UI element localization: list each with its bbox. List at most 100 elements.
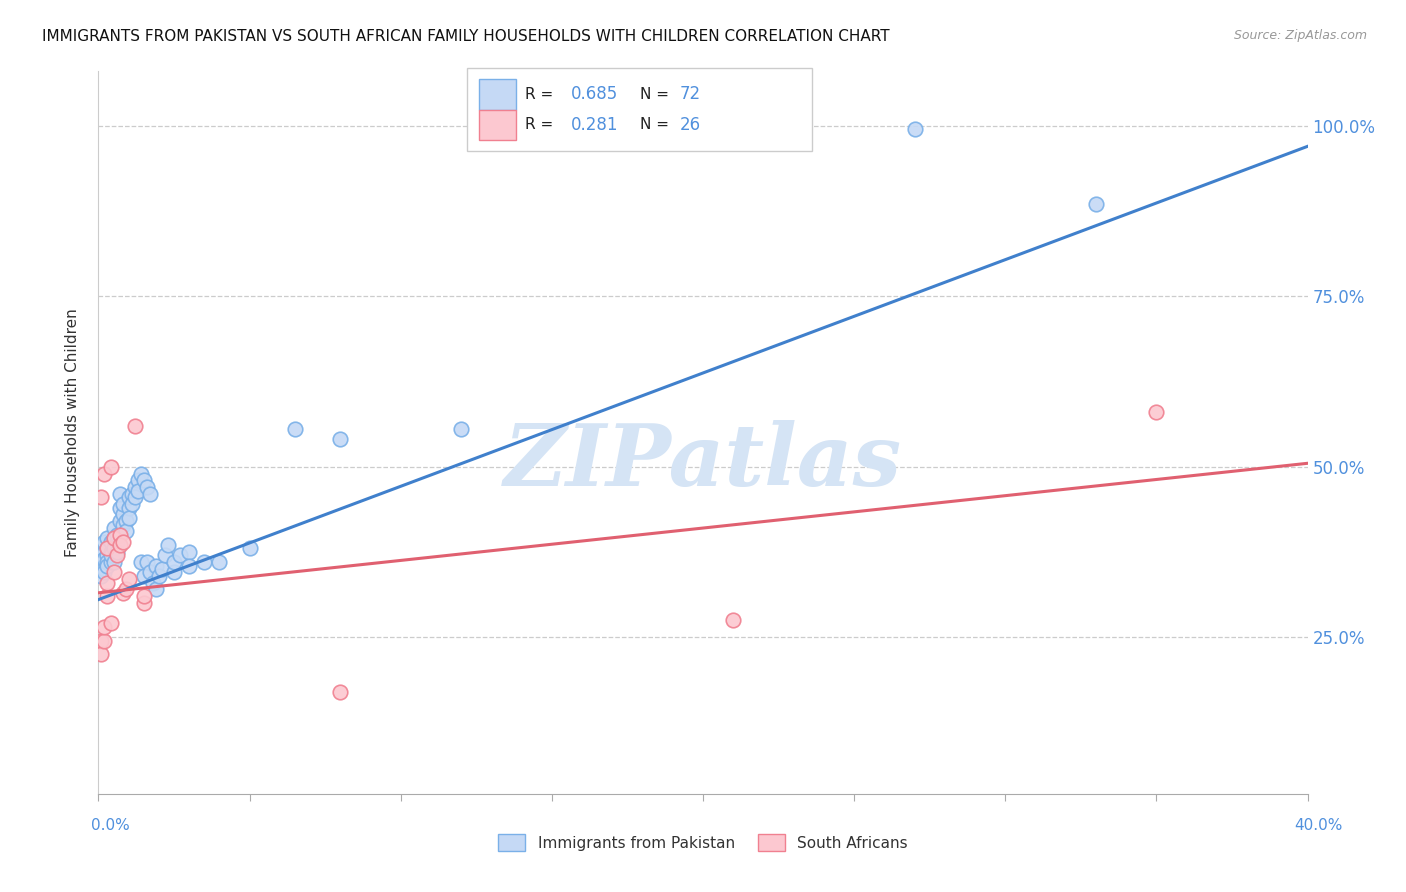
Point	[124, 491, 146, 505]
Point	[127, 483, 149, 498]
Point	[90, 647, 112, 661]
Point	[329, 433, 352, 447]
Point	[129, 467, 152, 481]
Point	[100, 534, 122, 549]
Point	[132, 589, 155, 603]
Point	[90, 568, 112, 582]
Point	[93, 551, 115, 566]
Point	[111, 534, 134, 549]
Point	[100, 616, 122, 631]
Text: 0.685: 0.685	[571, 86, 619, 103]
Point	[121, 497, 143, 511]
Point	[96, 541, 118, 556]
Point	[108, 528, 131, 542]
Text: ZIPatlas: ZIPatlas	[503, 420, 903, 503]
Point	[114, 524, 136, 539]
FancyBboxPatch shape	[479, 110, 516, 140]
Point	[96, 549, 118, 563]
Legend: Immigrants from Pakistan, South Africans: Immigrants from Pakistan, South Africans	[492, 828, 914, 857]
Point	[105, 549, 128, 563]
Point	[90, 558, 112, 573]
Point	[139, 487, 162, 501]
Point	[103, 555, 125, 569]
Point	[723, 613, 745, 627]
Point	[93, 534, 115, 549]
Text: 26: 26	[681, 116, 702, 134]
Point	[93, 545, 115, 559]
Point	[108, 500, 131, 515]
Point	[193, 555, 215, 569]
Point	[103, 566, 125, 580]
Point	[96, 555, 118, 569]
Text: N =: N =	[640, 87, 673, 102]
Point	[135, 480, 157, 494]
FancyBboxPatch shape	[479, 79, 516, 110]
Point	[145, 558, 167, 573]
Point	[132, 568, 155, 582]
Point	[118, 572, 141, 586]
Point	[90, 633, 112, 648]
Point	[114, 514, 136, 528]
Point	[105, 534, 128, 549]
Point	[145, 582, 167, 597]
Y-axis label: Family Households with Children: Family Households with Children	[65, 309, 80, 557]
Point	[96, 531, 118, 545]
Text: N =: N =	[640, 118, 673, 132]
Point	[904, 122, 927, 136]
Point	[148, 568, 170, 582]
Point	[150, 562, 173, 576]
Point	[100, 459, 122, 474]
Point	[103, 521, 125, 535]
Point	[124, 480, 146, 494]
Point	[111, 508, 134, 522]
Point	[93, 467, 115, 481]
Point	[124, 418, 146, 433]
Point	[103, 531, 125, 545]
Point	[450, 422, 472, 436]
Point	[105, 528, 128, 542]
Point	[90, 555, 112, 569]
Text: 0.281: 0.281	[571, 116, 619, 134]
Point	[156, 538, 179, 552]
Point	[103, 541, 125, 556]
Point	[135, 555, 157, 569]
Point	[93, 620, 115, 634]
Point	[96, 575, 118, 590]
Point	[139, 566, 162, 580]
Point	[96, 558, 118, 573]
Point	[132, 473, 155, 487]
Point	[93, 633, 115, 648]
Point	[129, 555, 152, 569]
Point	[105, 545, 128, 559]
Point	[284, 422, 307, 436]
Point	[96, 541, 118, 556]
Point	[118, 491, 141, 505]
Point	[1144, 405, 1167, 419]
Point	[127, 473, 149, 487]
Text: IMMIGRANTS FROM PAKISTAN VS SOUTH AFRICAN FAMILY HOUSEHOLDS WITH CHILDREN CORREL: IMMIGRANTS FROM PAKISTAN VS SOUTH AFRICA…	[42, 29, 890, 44]
FancyBboxPatch shape	[467, 68, 811, 151]
Point	[93, 562, 115, 576]
Point	[100, 549, 122, 563]
Point	[329, 684, 352, 698]
Point	[239, 541, 262, 556]
Text: 0.0%: 0.0%	[91, 818, 131, 832]
Point	[142, 575, 165, 590]
Point	[103, 531, 125, 545]
Point	[163, 566, 186, 580]
Point	[179, 558, 201, 573]
Text: 72: 72	[681, 86, 702, 103]
Point	[179, 545, 201, 559]
Point	[1085, 197, 1108, 211]
Point	[90, 549, 112, 563]
Text: R =: R =	[526, 118, 558, 132]
Point	[100, 545, 122, 559]
Point	[153, 549, 176, 563]
Point	[118, 500, 141, 515]
Point	[169, 549, 191, 563]
Point	[114, 582, 136, 597]
Text: 40.0%: 40.0%	[1295, 818, 1343, 832]
Point	[121, 487, 143, 501]
Point	[108, 538, 131, 552]
Text: Source: ZipAtlas.com: Source: ZipAtlas.com	[1233, 29, 1367, 42]
